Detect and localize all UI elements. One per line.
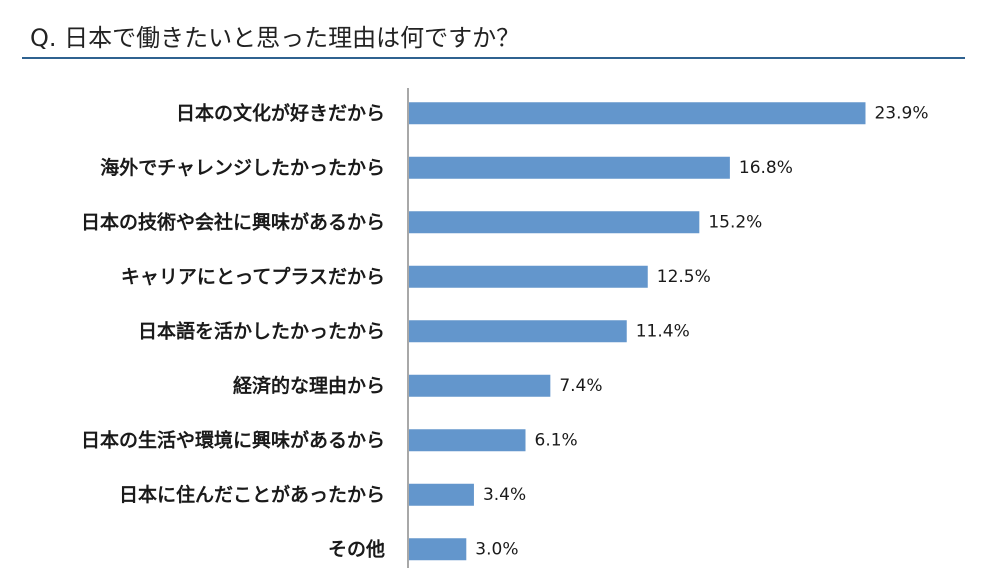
bar bbox=[409, 374, 551, 397]
value-label: 15.2% bbox=[708, 212, 762, 232]
category-label: 日本の技術や会社に興味があるから bbox=[81, 210, 385, 233]
bar bbox=[409, 320, 627, 343]
bars-group: 日本の文化が好きだから 23.9% 海外でチャレンジしたかったから 16.8% 日本の技… bbox=[81, 101, 929, 561]
value-label: 16.8% bbox=[739, 158, 793, 178]
value-label: 3.0% bbox=[475, 539, 518, 559]
category-label: 経済的な理由から bbox=[233, 374, 385, 397]
value-label: 3.4% bbox=[483, 485, 526, 505]
value-label: 7.4% bbox=[559, 376, 602, 396]
bar bbox=[409, 211, 700, 234]
value-label: 12.5% bbox=[657, 267, 711, 287]
category-label: 日本に住んだことがあったから bbox=[119, 483, 385, 506]
category-label: 海外でチャレンジしたかったから bbox=[100, 156, 385, 179]
bar bbox=[409, 265, 648, 288]
chart-title: Q. 日本で働きたいと思った理由は何ですか？ bbox=[30, 24, 521, 52]
bar bbox=[409, 102, 866, 125]
category-label: 日本語を活かしたかったから bbox=[138, 319, 385, 342]
value-label: 6.1% bbox=[535, 430, 578, 450]
value-label: 23.9% bbox=[874, 103, 928, 123]
bar bbox=[409, 429, 526, 452]
bar bbox=[409, 483, 474, 506]
category-label: 日本の生活や環境に興味があるから bbox=[81, 428, 385, 451]
category-label: その他 bbox=[328, 537, 385, 560]
bar bbox=[409, 156, 730, 179]
category-label: キャリアにとってプラスだから bbox=[121, 265, 385, 288]
title-underline bbox=[22, 57, 965, 59]
value-label: 11.4% bbox=[636, 321, 690, 341]
bar bbox=[409, 538, 467, 561]
category-label: 日本の文化が好きだから bbox=[176, 101, 385, 124]
